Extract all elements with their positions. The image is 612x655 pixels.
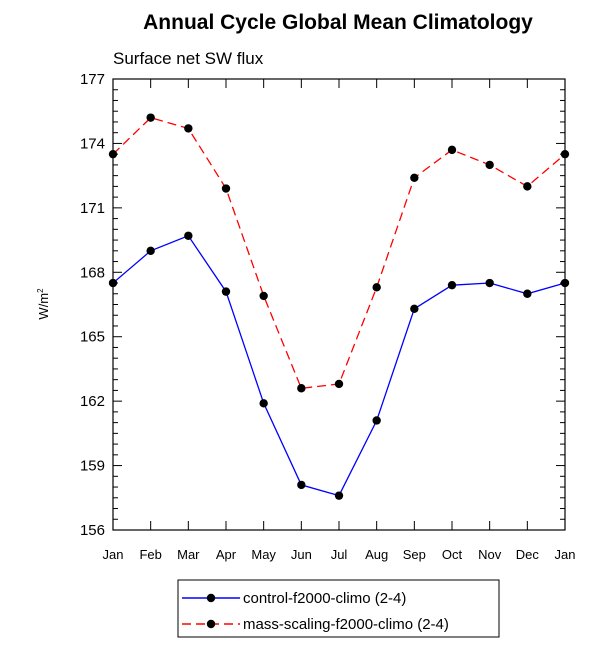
x-tick-label: Jan (555, 547, 576, 562)
data-point-series-1 (259, 291, 268, 301)
data-point-series-0 (146, 246, 155, 256)
y-axis-label-exponent: 2 (36, 288, 45, 293)
data-point-series-0 (485, 278, 494, 288)
x-tick-label: Sep (403, 547, 426, 562)
x-tick-label: Apr (216, 547, 237, 562)
data-point-series-0 (108, 278, 118, 288)
data-point-series-1 (146, 113, 155, 122)
series-layer (108, 113, 570, 500)
series-line-0 (112, 235, 566, 497)
data-point-series-0 (221, 287, 231, 296)
data-point-series-1 (523, 182, 532, 191)
data-point-series-0 (184, 231, 193, 240)
data-point-series-0 (297, 480, 306, 490)
data-point-series-1 (485, 160, 494, 170)
chart-title: Annual Cycle Global Mean Climatology (143, 11, 533, 34)
data-point-series-1 (560, 149, 570, 159)
plot-area (112, 78, 566, 531)
data-point-series-0 (259, 399, 268, 408)
x-tick-label: Jan (103, 547, 124, 562)
y-tick-label: 171 (80, 200, 105, 217)
x-tick-label: Nov (478, 547, 502, 562)
data-point-series-0 (410, 304, 419, 313)
data-point-series-1 (372, 283, 381, 292)
legend: control-f2000-climo (2-4) mass-scaling-f… (177, 579, 500, 638)
legend-marker-mass-scaling (206, 619, 216, 629)
y-axis-label: W/m2 (36, 288, 51, 320)
x-tick-label: Aug (365, 547, 388, 562)
y-tick-label: 159 (80, 458, 105, 475)
data-point-series-1 (334, 379, 344, 389)
y-tick-label: 156 (80, 522, 105, 539)
chart-subtitle: Surface net SW flux (113, 49, 264, 68)
data-point-series-1 (297, 384, 306, 393)
data-point-series-0 (447, 280, 457, 290)
x-tick-label: May (251, 547, 276, 562)
data-point-series-1 (108, 149, 118, 159)
x-tick-label: Jul (331, 547, 348, 562)
y-tick-label: 165 (80, 329, 105, 346)
legend-marker-control (206, 593, 216, 603)
x-tick-label: Oct (442, 547, 463, 562)
data-point-series-0 (560, 278, 570, 288)
x-tick-label: Feb (139, 547, 161, 562)
axis-ticks: 156 159 162 165 168 171 174 177 Jan Feb Mar Apr May J… (80, 71, 576, 562)
data-point-series-0 (334, 491, 344, 500)
x-tick-label: Jun (291, 547, 312, 562)
data-point-series-1 (447, 145, 457, 155)
data-point-series-1 (410, 173, 419, 182)
legend-label-control: control-f2000-climo (2-4) (243, 590, 406, 607)
legend-box (177, 579, 500, 638)
data-point-series-0 (372, 416, 381, 425)
data-point-series-1 (221, 184, 231, 193)
y-tick-label: 162 (80, 393, 105, 410)
y-tick-label: 168 (80, 264, 105, 281)
data-point-series-0 (523, 289, 532, 298)
data-point-series-1 (184, 124, 193, 133)
legend-label-mass-scaling: mass-scaling-f2000-climo (2-4) (243, 616, 449, 633)
y-axis-label-base: W/m (36, 293, 51, 320)
y-tick-label: 177 (80, 71, 105, 88)
x-tick-label: Dec (516, 547, 540, 562)
x-tick-label: Mar (177, 547, 200, 562)
series-line-1 (112, 116, 566, 390)
y-tick-label: 174 (80, 135, 105, 152)
